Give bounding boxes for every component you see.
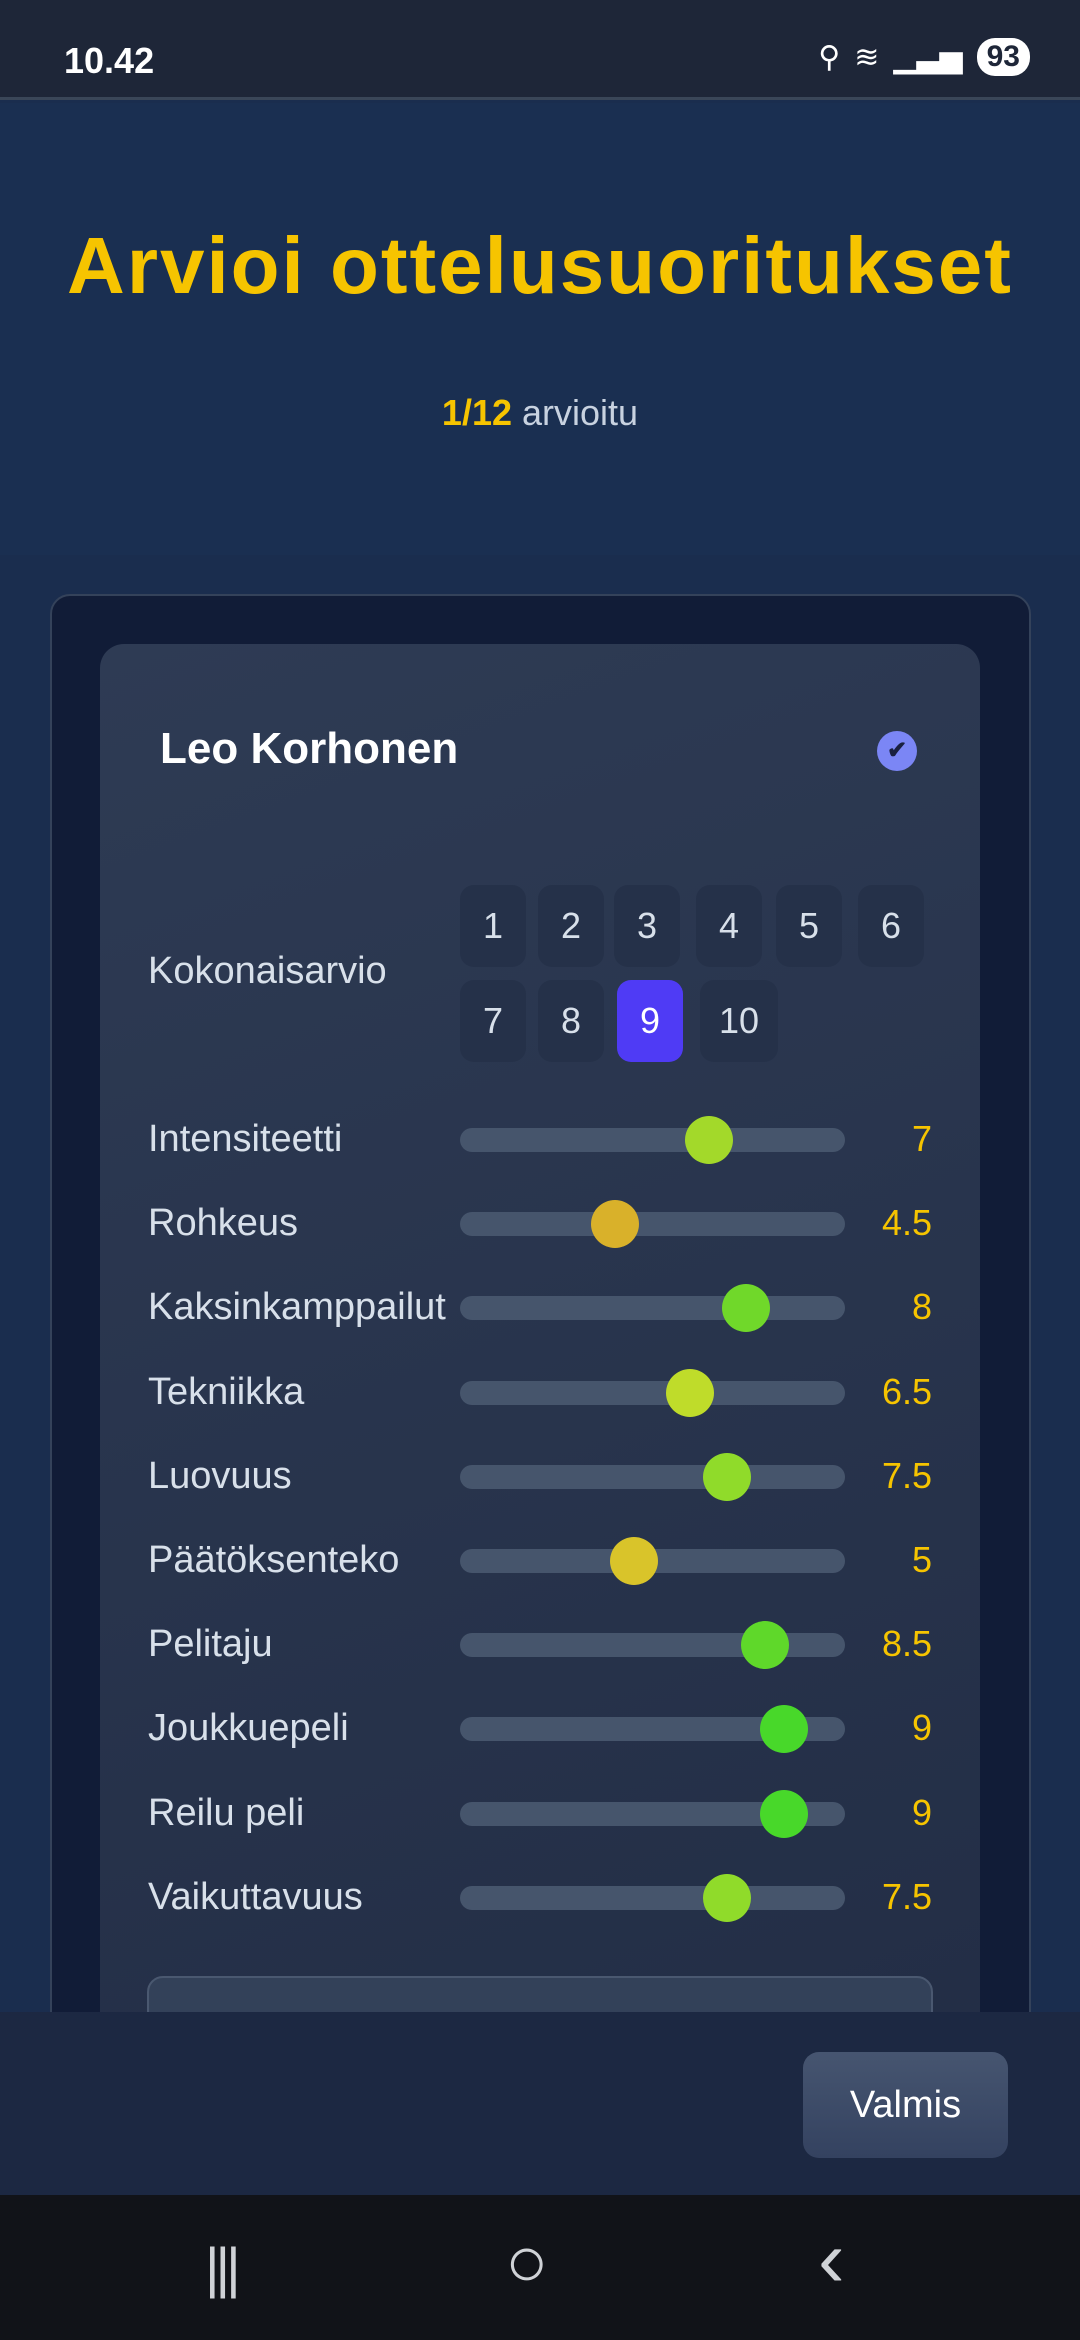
- rating-option-10[interactable]: 10: [700, 980, 778, 1062]
- slider-thumb[interactable]: [759, 1789, 808, 1838]
- slider-thumb[interactable]: [609, 1537, 658, 1585]
- clock: 10.42: [64, 40, 155, 81]
- home-icon[interactable]: ○: [505, 2222, 549, 2302]
- criterion-value: 8.5: [881, 1623, 932, 1665]
- criterion-label: Rohkeus: [148, 1202, 298, 1245]
- criterion-label: Intensiteetti: [148, 1118, 343, 1160]
- battery-icon: 93: [976, 38, 1030, 76]
- criterion-label: Pelitaju: [148, 1623, 273, 1666]
- progress-count: 1/12: [441, 392, 512, 433]
- rating-option-2[interactable]: 2: [538, 885, 604, 967]
- slider-thumb[interactable]: [703, 1452, 752, 1501]
- criterion-row: Tekniikka 6.5: [148, 1363, 932, 1423]
- progress-label: arvioitu: [522, 392, 639, 433]
- rating-option-7[interactable]: 7: [460, 980, 526, 1062]
- criterion-value: 9: [911, 1791, 932, 1833]
- navigation-bar: ||| ○ ‹: [0, 2195, 1080, 2340]
- check-icon: ✔: [877, 731, 917, 771]
- criterion-value: 7.5: [881, 1875, 932, 1917]
- criterion-value: 6.5: [881, 1370, 932, 1412]
- criterion-slider[interactable]: [460, 1885, 845, 1910]
- criterion-label: Kaksinkamppailut: [148, 1286, 446, 1329]
- rating-option-1[interactable]: 1: [460, 885, 526, 967]
- overall-rating-label: Kokonaisarvio: [148, 950, 387, 992]
- criterion-label: Päätöksenteko: [148, 1539, 400, 1581]
- criterion-value: 7.5: [881, 1454, 932, 1496]
- rating-option-6[interactable]: 6: [858, 885, 924, 967]
- header: [0, 103, 1080, 555]
- slider-thumb[interactable]: [665, 1368, 714, 1417]
- rating-option-9[interactable]: 9: [617, 980, 683, 1062]
- criterion-value: 8: [911, 1286, 932, 1328]
- criterion-value: 7: [911, 1118, 932, 1159]
- slider-thumb[interactable]: [759, 1705, 808, 1754]
- criterion-label: Reilu peli: [148, 1791, 305, 1834]
- criterion-slider[interactable]: [460, 1212, 845, 1237]
- location-icon: ⚲: [818, 40, 841, 74]
- wifi-icon: ≋: [854, 40, 880, 74]
- page-title: Arvioi ottelusuoritukset: [67, 221, 1013, 310]
- criterion-row: Vaikuttavuus 7.5: [148, 1868, 932, 1928]
- rating-option-4[interactable]: 4: [696, 885, 762, 967]
- rating-option-5[interactable]: 5: [776, 885, 842, 967]
- progress-text: 1/12 arvioitu: [0, 392, 1080, 434]
- criterion-slider[interactable]: [460, 1380, 845, 1405]
- criterion-value: 5: [911, 1539, 932, 1580]
- criterion-row: Rohkeus 4.5: [148, 1194, 932, 1254]
- criterion-row: Luovuus 7.5: [148, 1447, 932, 1507]
- slider-thumb[interactable]: [722, 1284, 771, 1333]
- criterion-row: Intensiteetti 7: [148, 1110, 932, 1170]
- slider-thumb[interactable]: [703, 1873, 752, 1922]
- criterion-slider[interactable]: [460, 1464, 845, 1489]
- criterion-row: Päätöksenteko 5: [148, 1531, 932, 1591]
- criterion-row: Kaksinkamppailut 8: [148, 1278, 932, 1338]
- criterion-row: Joukkuepeli 9: [148, 1699, 932, 1759]
- criterion-value: 4.5: [881, 1202, 932, 1244]
- signal-icon: ▁▃▅: [893, 40, 963, 74]
- criterion-label: Vaikuttavuus: [148, 1875, 363, 1918]
- criterion-label: Tekniikka: [148, 1370, 305, 1413]
- criterion-row: Pelitaju 8.5: [148, 1615, 932, 1675]
- criterion-slider[interactable]: [460, 1296, 845, 1321]
- criterion-label: Joukkuepeli: [148, 1707, 349, 1750]
- criterion-label: Luovuus: [148, 1454, 292, 1497]
- slider-thumb[interactable]: [684, 1116, 733, 1164]
- criterion-row: Reilu peli 9: [148, 1784, 932, 1844]
- back-icon[interactable]: ‹: [818, 2214, 845, 2303]
- rating-option-3[interactable]: 3: [614, 885, 680, 967]
- recents-icon[interactable]: |||: [205, 2236, 241, 2299]
- status-bar: 10.42 ⚲ ≋ ▁▃▅ 93: [0, 0, 1080, 100]
- criterion-slider[interactable]: [460, 1128, 845, 1152]
- criterion-value: 9: [911, 1707, 932, 1749]
- player-name: Leo Korhonen: [160, 724, 459, 773]
- done-button[interactable]: Valmis: [803, 2052, 1008, 2158]
- rating-option-8[interactable]: 8: [538, 980, 604, 1062]
- slider-thumb[interactable]: [740, 1621, 789, 1670]
- slider-thumb[interactable]: [591, 1200, 640, 1249]
